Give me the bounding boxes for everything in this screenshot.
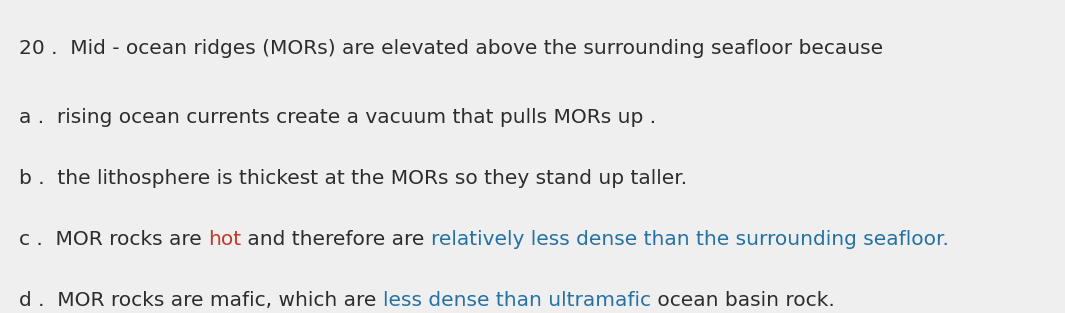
Text: b .  the lithosphere is thickest at the MORs so they stand up taller.: b . the lithosphere is thickest at the M… xyxy=(19,169,687,188)
Text: and therefore are: and therefore are xyxy=(242,230,431,249)
Text: a .  rising ocean currents create a vacuum that pulls MORs up .: a . rising ocean currents create a vacuu… xyxy=(19,108,656,127)
Text: less dense than ultramafic: less dense than ultramafic xyxy=(383,291,651,310)
Text: c .  MOR rocks are: c . MOR rocks are xyxy=(19,230,209,249)
Text: relatively less dense than the surrounding seafloor.: relatively less dense than the surroundi… xyxy=(431,230,949,249)
Text: hot: hot xyxy=(209,230,242,249)
Text: ocean basin rock.: ocean basin rock. xyxy=(651,291,835,310)
Text: 20 .  Mid - ocean ridges (MORs) are elevated above the surrounding seafloor beca: 20 . Mid - ocean ridges (MORs) are eleva… xyxy=(19,39,883,58)
Text: d .  MOR rocks are mafic, which are: d . MOR rocks are mafic, which are xyxy=(19,291,383,310)
